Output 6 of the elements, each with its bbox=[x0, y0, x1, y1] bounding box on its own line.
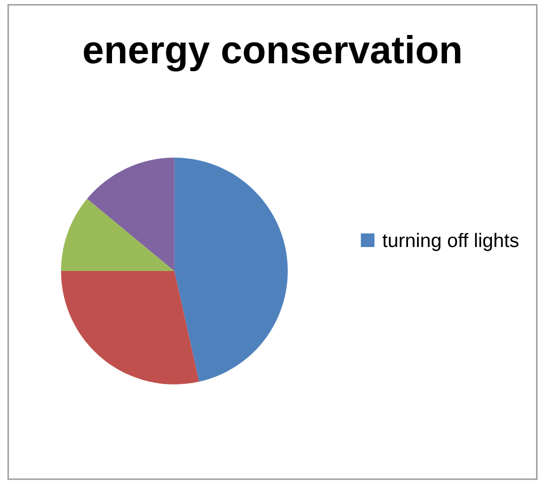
chart-title: energy conservation bbox=[84, 35, 460, 72]
pie-slice bbox=[61, 198, 174, 272]
legend-label: turning off lights bbox=[382, 232, 518, 252]
pie-slice bbox=[87, 158, 174, 272]
pie-slice bbox=[61, 271, 200, 384]
pie-slice bbox=[174, 158, 288, 382]
